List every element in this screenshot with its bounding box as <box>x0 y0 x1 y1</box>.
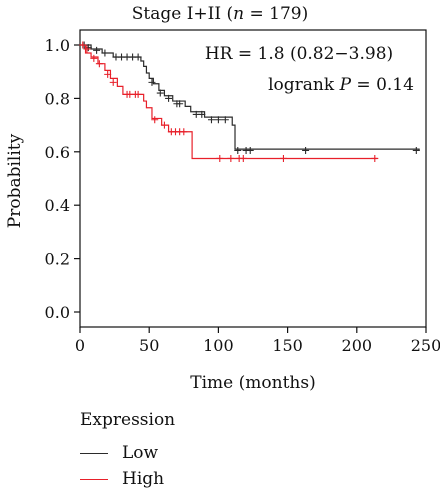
censor-mark-low <box>221 116 229 124</box>
logrank-p: P <box>339 75 352 95</box>
censor-mark-low <box>93 46 101 54</box>
legend-label-high: High <box>122 469 165 489</box>
x-tick-label: 50 <box>139 336 159 355</box>
y-tick-label: 0.8 <box>45 89 70 108</box>
censor-mark-low <box>412 146 420 154</box>
censor-mark-high <box>279 154 287 162</box>
legend-swatch-low <box>80 452 108 454</box>
x-axis-label: Time (months) <box>190 373 315 393</box>
x-tick-label: 250 <box>411 336 440 355</box>
legend-swatch-high <box>80 478 108 480</box>
legend-item-low: Low <box>80 440 175 466</box>
y-tick-label: 0.6 <box>45 143 70 162</box>
y-axis-label: Probability <box>5 133 25 228</box>
x-tick-label: 100 <box>203 336 234 355</box>
legend-item-high: High <box>80 466 175 492</box>
censor-mark-high <box>151 116 159 124</box>
censor-mark-low <box>156 89 164 97</box>
censor-mark-low <box>176 100 184 108</box>
censor-mark-low <box>165 94 173 102</box>
censor-mark-high <box>104 70 112 78</box>
censor-mark-high <box>90 54 98 62</box>
censor-mark-low <box>148 78 156 86</box>
censor-mark-high <box>371 154 379 162</box>
censor-mark-high <box>227 154 235 162</box>
hazard-ratio-label: HR = 1.8 (0.82−3.98) <box>205 44 393 64</box>
logrank-prefix: logrank <box>268 75 339 95</box>
y-tick-label: 0.4 <box>45 196 70 215</box>
censor-mark-high <box>180 128 188 136</box>
plot-area: 0 50 100 150 200 250 0.0 0.2 0.4 0.6 0.8 1.0 <box>45 29 440 355</box>
title-n: n <box>233 4 244 24</box>
title-prefix: Stage I+II ( <box>132 4 233 24</box>
legend: Expression Low High <box>80 410 175 492</box>
censor-mark-high <box>79 41 87 49</box>
censor-mark-low <box>101 49 109 57</box>
km-curve-low <box>80 44 420 151</box>
censor-mark-low <box>214 116 222 124</box>
censor-mark-low <box>234 146 242 154</box>
legend-title: Expression <box>80 410 176 430</box>
censor-mark-high <box>95 60 103 68</box>
x-tick-label: 0 <box>75 336 85 355</box>
censor-mark-low <box>207 116 215 124</box>
logrank-label: logrank P = 0.14 <box>268 75 414 95</box>
censor-mark-high <box>134 90 142 98</box>
chart-title: Stage I+II (n = 179) <box>132 4 308 24</box>
plot-frame <box>79 29 427 328</box>
y-tick-label: 0.0 <box>45 303 70 322</box>
censor-mark-low <box>198 110 206 118</box>
censor-mark-high <box>83 45 91 53</box>
censor-mark-high <box>216 154 224 162</box>
legend-label-low: Low <box>122 443 159 463</box>
censor-mark-low <box>134 53 142 61</box>
x-tick-label: 150 <box>272 336 303 355</box>
censor-mark-high <box>109 78 117 86</box>
y-tick-label: 1.0 <box>45 36 70 55</box>
logrank-suffix: = 0.14 <box>351 75 414 95</box>
y-tick-label: 0.2 <box>45 250 70 269</box>
censor-mark-low <box>302 146 310 154</box>
censor-mark-low <box>246 146 254 154</box>
x-tick-label: 200 <box>342 336 373 355</box>
title-suffix: = 179) <box>244 4 308 24</box>
censor-mark-high <box>239 154 247 162</box>
censor-mark-high <box>160 121 168 129</box>
